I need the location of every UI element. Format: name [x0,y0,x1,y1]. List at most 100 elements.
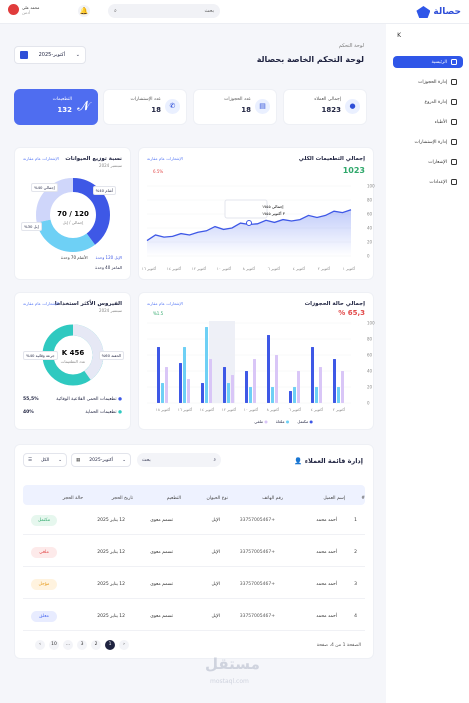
tooltip-line1: إجمالي ١٧٥٥ [262,204,284,210]
virus-row-1-value: 55,5% [23,397,39,402]
donut2-segment-preventive[interactable] [42,324,104,386]
clients-table-card: إدارة قائمة العملاء 👤 ⌕ بحث ⌄ أكتوبر-2025 ▦… [14,444,374,659]
tooltip-line2: ٣ أكتوبر ١٧٥٥ [262,211,286,216]
nav-icon [451,99,457,105]
page-10-button[interactable]: 10 [49,640,59,650]
table-date-value: أكتوبر-2025 [89,457,114,463]
column-header[interactable]: رقم الهاتف [262,496,283,501]
table-filter-value: الكل [40,457,50,463]
prev-page-button[interactable]: ‹ [119,640,129,650]
sidebar-item-2[interactable]: إدارة الدروع [393,96,463,108]
donut-segment-goat[interactable] [36,178,110,252]
table-row[interactable]: 1 أحمد محمد +33757005467 الإبل تسمم معوي 12 ي… [23,509,365,535]
date-picker[interactable]: ⌄ أكتوبر-2025 [14,46,86,64]
page-2-button[interactable]: 2 [91,640,101,650]
vaccination-line-chart: 100 80 60 40 20 0 إجمالي ١٧٥٥ ٣ أكتوبر ١٧٥٥ أ… [142,184,375,272]
booking-bar[interactable] [341,371,344,403]
pagination-info: الصفحة 1 من 4، صفحة [316,643,361,648]
page-1-button[interactable]: 1 [105,640,115,650]
table-search-input[interactable]: ⌕ بحث [137,453,221,467]
animal-distribution-card: نسبة توزيع الحيوانات سبتمبر 2024 الإشعار… [14,147,131,280]
table-row[interactable]: 3 أحمد محمد +33757005467 الإبل تسمم معوي 12 ي… [23,573,365,599]
vaccination-point-marker[interactable] [246,220,252,226]
booking-bar[interactable] [187,379,190,403]
booking-bar[interactable] [201,383,204,403]
top-virus-link[interactable]: الإشعارات عام مقارنة [23,301,59,306]
booking-bar[interactable] [231,375,234,403]
sidebar-item-3[interactable]: الأطباء [393,116,463,128]
booking-bar[interactable] [223,367,226,403]
booking-bar[interactable] [157,347,160,403]
cell-phone[interactable]: +33757005467 [239,614,275,619]
table-row[interactable]: 2 أحمد محمد +33757005467 الإبل تسمم معوي 12 ي… [23,541,365,567]
user-profile[interactable]: محمد علي أدمن [8,4,39,15]
column-header[interactable]: نوع الحيوان [206,496,228,501]
column-header[interactable]: حالة الحجز [62,496,83,501]
booking-y-tick: 60 [367,353,373,358]
booking-chart-link[interactable]: الإشعارات عام مقارنة [147,301,183,306]
donut2-center-label: عدد التطعيمات [61,359,86,364]
booking-bar[interactable] [209,359,212,403]
cell-phone[interactable]: +33757005467 [239,518,275,523]
booking-bar[interactable] [245,371,248,403]
sidebar-item-6[interactable]: الإعدادات [393,176,463,188]
column-header[interactable]: تاريخ الحجز [111,496,133,501]
vacc-x-tick: أكتوبر ١ [343,266,355,271]
column-header[interactable]: # [361,496,365,501]
vacc-x-tick: أكتوبر ١٦ [142,266,156,271]
cell-phone[interactable]: +33757005467 [239,582,275,587]
booking-bar[interactable] [271,387,274,403]
sidebar-item-4[interactable]: إدارة الإستشارات [393,136,463,148]
sidebar-item-0[interactable]: الرئيسية [393,56,463,68]
donut2-center-value: 456 K [62,349,85,357]
table-date-picker[interactable]: ⌄ أكتوبر-2025 ▦ [71,453,131,467]
cell-animal: الإبل [211,550,220,555]
booking-bar[interactable] [333,359,336,403]
sidebar-item-label: الإعدادات [429,179,447,185]
booking-bar[interactable] [315,387,318,403]
booking-bar[interactable] [161,383,164,403]
animal-distribution-subtitle: سبتمبر 2024 [99,163,122,168]
column-header[interactable]: إسم العميل [323,496,345,501]
booking-bar[interactable] [267,335,270,403]
booking-bar[interactable] [311,347,314,403]
booking-bar[interactable] [337,387,340,403]
vaccination-chart-title: إجمالي التطعيمات الكلي [298,156,365,162]
vaccination-chart-link[interactable]: الإشعارات عام مقارنة [147,156,183,161]
cell-n: 4 [354,614,357,619]
sidebar-item-1[interactable]: إدارة الحجوزات [393,76,463,88]
page-3-button[interactable]: 3 [77,640,87,650]
nav-icon [451,139,457,145]
booking-bar[interactable] [205,327,208,403]
donut-segment-sheep[interactable] [36,178,110,252]
booking-bar[interactable] [227,383,230,403]
booking-bar[interactable] [165,367,168,403]
table-row[interactable]: 4 أحمد محمد +33757005467 الإبل تسمم معوي 12 ي… [23,605,365,631]
booking-bar[interactable] [297,371,300,403]
booking-bar[interactable] [183,347,186,403]
stat-label: عدد الإستشارات [130,97,161,102]
column-header[interactable]: التطعيم [166,496,181,501]
booking-bar[interactable] [179,363,182,403]
collapse-sidebar-icon[interactable]: K [397,32,401,39]
booking-bar[interactable] [293,387,296,403]
top-virus-subtitle: سبتمبر 2024 [99,308,122,313]
next-page-button[interactable]: › [35,640,45,650]
vacc-y-tick: 60 [367,212,373,217]
stat-label: التطعيمات [52,97,72,102]
cell-phone[interactable]: +33757005467 [239,550,275,555]
booking-bar[interactable] [319,367,322,403]
sidebar-item-5[interactable]: الإشعارات [393,156,463,168]
notification-bell-icon[interactable]: 🔔 [78,5,90,17]
clients-table-title: إدارة قائمة العملاء 👤 [294,457,363,465]
booking-bar[interactable] [275,355,278,403]
booking-bar[interactable] [289,391,292,403]
animal-distribution-link[interactable]: الإشعارات عام مقارنة [23,156,59,161]
top-search-input[interactable]: بحث ⌕ [108,4,220,18]
table-filter-select[interactable]: ⌄ الكل ☰ [23,453,67,467]
vaccination-tooltip [224,199,268,219]
brand-logo[interactable]: حصالة [416,4,461,20]
booking-bar[interactable] [253,359,256,403]
booking-bar[interactable] [249,387,252,403]
stat-card-vaccinations [14,89,98,125]
